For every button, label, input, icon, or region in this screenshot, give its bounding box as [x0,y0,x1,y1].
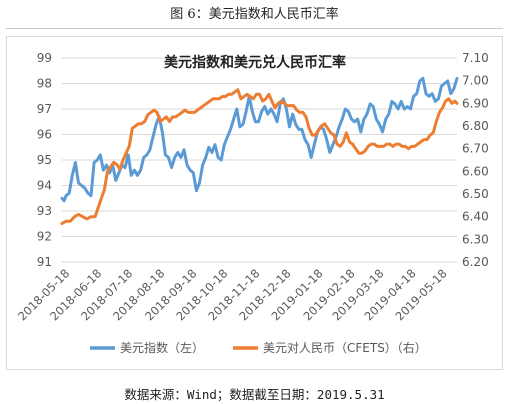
y-left-tick-label: 96 [37,128,52,142]
legend-label-usdcny: 美元对人民币（CFETS）（右） [263,340,427,355]
y-right-tick-label: 6.80 [462,119,489,133]
y-right-tick-label: 7.10 [462,51,489,65]
y-right-tick-label: 6.20 [462,255,489,269]
y-left-tick-label: 99 [37,51,52,65]
y-left-tick-label: 94 [37,179,52,193]
y-right-tick-label: 6.40 [462,210,489,224]
caption-divider [6,28,503,29]
figure-caption: 图 6：美元指数和人民币汇率 [170,7,339,22]
y-right-tick-label: 6.70 [462,142,489,156]
y-left-tick-label: 93 [37,204,52,218]
left-axis-ticks: 91 92 93 94 95 96 97 98 99 [37,51,52,269]
y-right-tick-label: 6.30 [462,232,489,246]
source-note: 数据来源：Wind；数据截至日期：2019.5.31 [124,387,385,402]
chart-title: 美元指数和美元兑人民币汇率 [164,54,346,71]
y-right-tick-label: 6.60 [462,164,489,178]
x-axis-ticks: 2018-05-182018-06-182018-07-182018-08-18… [15,266,450,323]
chart-canvas: 美元指数和美元兑人民币汇率 91 92 93 94 95 96 97 98 99 6.20 6.3… [15,51,489,355]
y-right-tick-label: 6.90 [462,96,489,110]
legend: 美元指数（左） 美元对人民币（CFETS）（右） [90,340,427,355]
y-left-tick-label: 95 [37,153,52,167]
series-lines [60,76,459,225]
right-axis-ticks: 6.20 6.30 6.40 6.50 6.60 6.70 6.80 6.90 7.00 7.10 [462,51,489,269]
series-line-dxy [60,76,459,203]
gridlines [62,57,457,263]
y-right-tick-label: 7.00 [462,74,489,88]
legend-label-dxy: 美元指数（左） [120,340,204,355]
series-line-usdcny [60,88,459,225]
y-left-tick-label: 97 [37,102,52,116]
y-left-tick-label: 92 [37,230,52,244]
chart-frame: 美元指数和美元兑人民币汇率 91 92 93 94 95 96 97 98 99 6.20 6.3… [6,36,503,370]
y-left-tick-label: 98 [37,77,52,91]
y-left-tick-label: 91 [37,255,52,269]
y-right-tick-label: 6.50 [462,187,489,201]
